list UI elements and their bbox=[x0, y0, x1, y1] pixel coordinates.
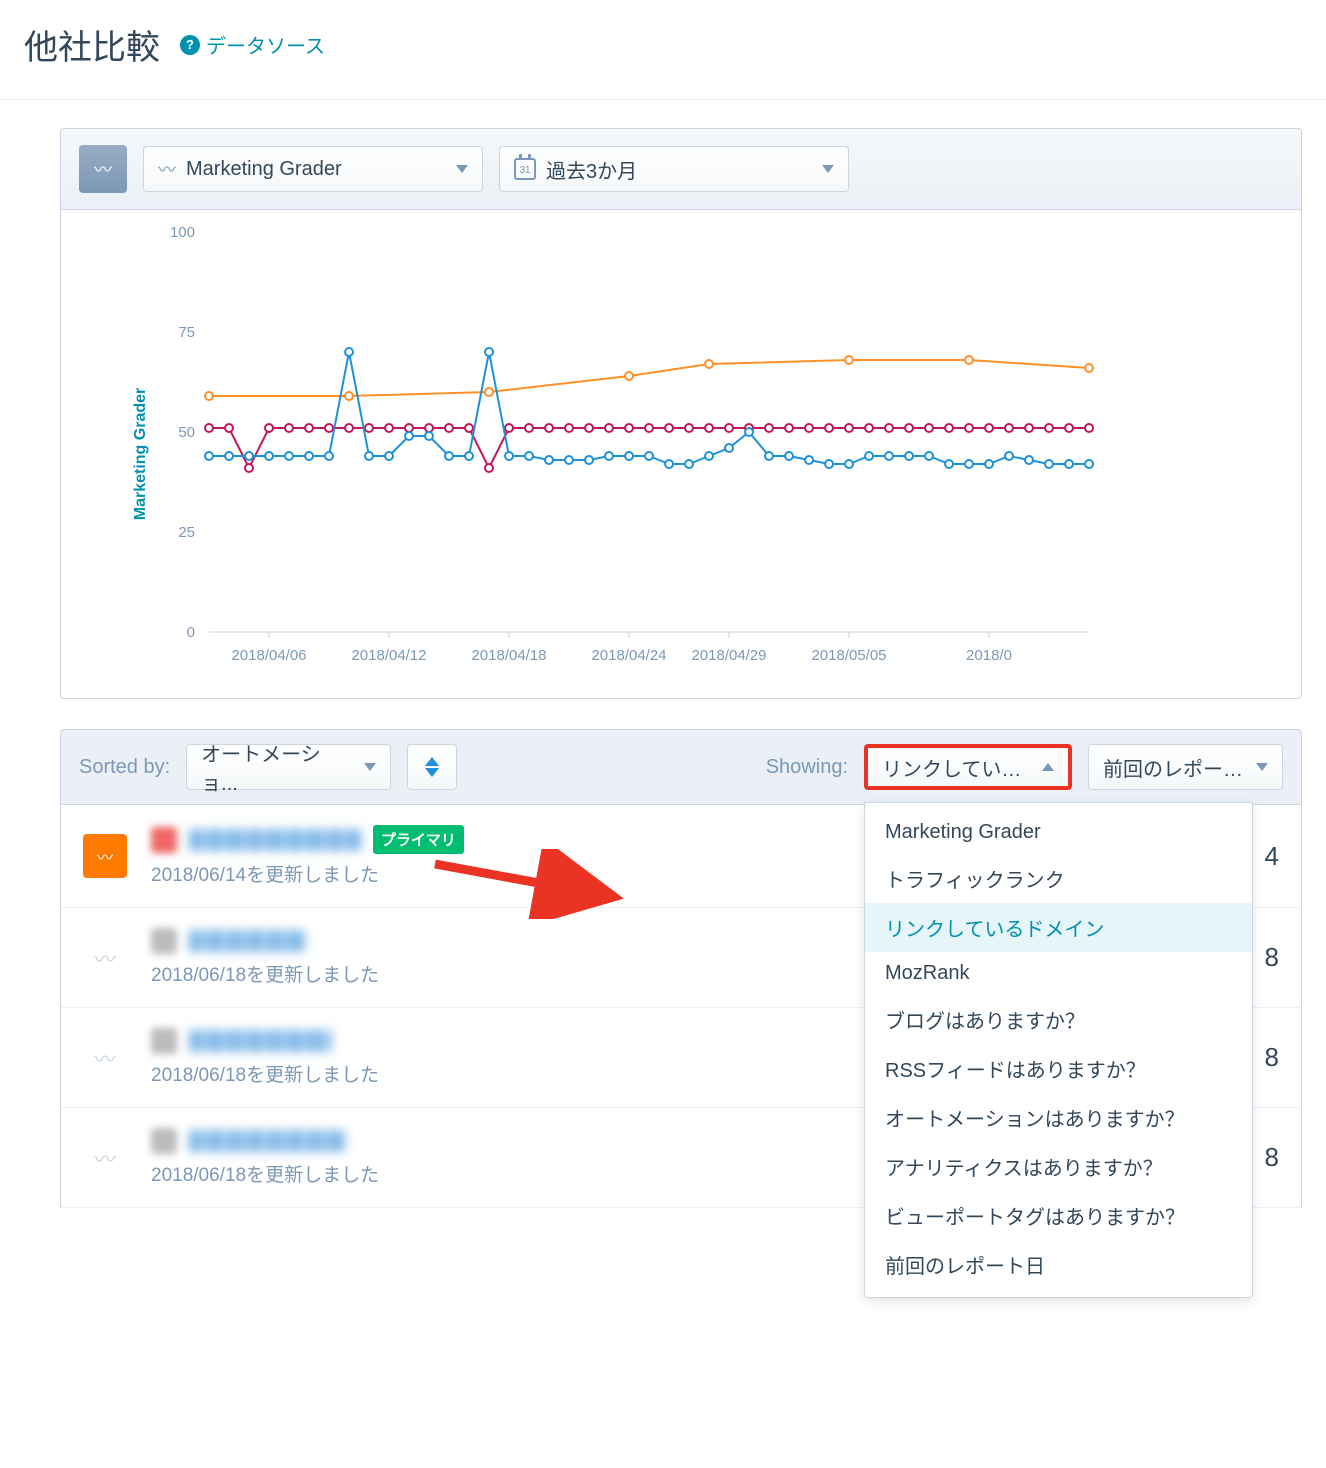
last-report-select[interactable]: 前回のレポート日 bbox=[1088, 744, 1283, 790]
dropdown-item[interactable]: Marketing Grader bbox=[865, 811, 1252, 854]
svg-text:2018/0: 2018/0 bbox=[966, 647, 1012, 664]
domain-name-redacted bbox=[189, 829, 361, 851]
chart-area: Marketing Grader 0 25 50 75 100 2018/04/06 201… bbox=[61, 210, 1301, 698]
favicon bbox=[151, 1128, 177, 1154]
date-range-select[interactable]: 31 過去3か月 bbox=[499, 146, 849, 192]
svg-text:2018/04/29: 2018/04/29 bbox=[691, 647, 766, 664]
data-source-link[interactable]: ? データソース bbox=[180, 30, 325, 59]
data-source-label: データソース bbox=[206, 30, 325, 59]
chart-type-toggle[interactable]: 〰 bbox=[79, 145, 127, 193]
svg-text:2018/04/18: 2018/04/18 bbox=[471, 647, 546, 664]
chart-panel: 〰 〰 Marketing Grader 31 過去3か月 Marketing … bbox=[60, 128, 1302, 699]
favicon bbox=[151, 827, 177, 853]
y-axis-title: Marketing Grader bbox=[132, 388, 150, 520]
page-header: 他社比較 ? データソース bbox=[0, 0, 1326, 100]
dropdown-item[interactable]: アナリティクスはありますか？ bbox=[865, 1142, 1252, 1191]
metric-select-value: Marketing Grader bbox=[186, 158, 342, 181]
showing-select-value: リンクしている... bbox=[882, 753, 1032, 782]
svg-text:75: 75 bbox=[178, 324, 195, 341]
svg-text:2018/05/05: 2018/05/05 bbox=[811, 647, 886, 664]
dropdown-item[interactable]: ブログはありますか？ bbox=[865, 995, 1252, 1044]
svg-text:100: 100 bbox=[170, 224, 195, 241]
sorted-by-label: Sorted by: bbox=[79, 756, 170, 779]
page-title: 他社比較 bbox=[24, 20, 160, 69]
svg-text:2018/04/06: 2018/04/06 bbox=[231, 647, 306, 664]
svg-text:2018/04/24: 2018/04/24 bbox=[591, 647, 666, 664]
dropdown-item[interactable]: トラフィックランク bbox=[865, 854, 1252, 903]
pulse-icon: 〰 bbox=[83, 936, 127, 980]
favicon bbox=[151, 1028, 177, 1054]
dropdown-item[interactable]: RSSフィードはありますか？ bbox=[865, 1044, 1252, 1093]
dropdown-item[interactable]: ビューポートタグはありますか？ bbox=[865, 1191, 1252, 1240]
pulse-icon: 〰 bbox=[83, 834, 127, 878]
sort-direction-button[interactable] bbox=[407, 744, 457, 790]
dropdown-item[interactable]: 前回のレポート日 bbox=[865, 1240, 1252, 1289]
chevron-down-icon bbox=[364, 763, 376, 771]
chevron-down-icon bbox=[456, 165, 468, 173]
dropdown-item[interactable]: MozRank bbox=[865, 952, 1252, 995]
pulse-icon: 〰 bbox=[94, 156, 112, 182]
svg-text:2018/04/12: 2018/04/12 bbox=[351, 647, 426, 664]
chevron-down-icon bbox=[1256, 763, 1268, 771]
sort-select[interactable]: オートメーショ... bbox=[186, 744, 391, 790]
help-icon: ? bbox=[180, 35, 200, 55]
sort-up-icon bbox=[425, 757, 439, 766]
pulse-icon: 〰 bbox=[158, 156, 176, 182]
dropdown-item[interactable]: リンクしているドメイン bbox=[865, 903, 1252, 952]
primary-badge: プライマリ bbox=[373, 825, 464, 854]
pulse-icon: 〰 bbox=[83, 1036, 127, 1080]
line-chart: 0 25 50 75 100 2018/04/06 2018/04/12 2018/04/18… bbox=[139, 222, 1099, 682]
svg-text:50: 50 bbox=[178, 424, 195, 441]
showing-label: Showing: bbox=[766, 756, 848, 779]
domain-name-redacted bbox=[189, 1030, 332, 1052]
chart-toolbar: 〰 〰 Marketing Grader 31 過去3か月 bbox=[61, 129, 1301, 210]
favicon bbox=[151, 928, 177, 954]
calendar-icon: 31 bbox=[514, 158, 536, 180]
sort-select-value: オートメーショ... bbox=[201, 738, 354, 796]
chevron-up-icon bbox=[1042, 763, 1054, 771]
sort-down-icon bbox=[425, 768, 439, 777]
dropdown-item[interactable]: オートメーションはありますか？ bbox=[865, 1093, 1252, 1142]
filter-bar: Sorted by: オートメーショ... Showing: リンクしている..… bbox=[60, 729, 1302, 805]
domain-name-redacted bbox=[189, 930, 306, 952]
showing-select[interactable]: リンクしている... Marketing Graderトラフィックランクリンクし… bbox=[864, 744, 1072, 790]
pulse-icon: 〰 bbox=[83, 1136, 127, 1180]
svg-text:0: 0 bbox=[187, 624, 195, 641]
chevron-down-icon bbox=[822, 165, 834, 173]
domain-name-redacted bbox=[189, 1130, 346, 1152]
svg-text:25: 25 bbox=[178, 524, 195, 541]
showing-dropdown: Marketing GraderトラフィックランクリンクしているドメインMozR… bbox=[864, 802, 1253, 1298]
last-report-value: 前回のレポート日 bbox=[1103, 753, 1246, 782]
date-select-value: 過去3か月 bbox=[546, 155, 637, 184]
metric-select[interactable]: 〰 Marketing Grader bbox=[143, 146, 483, 192]
